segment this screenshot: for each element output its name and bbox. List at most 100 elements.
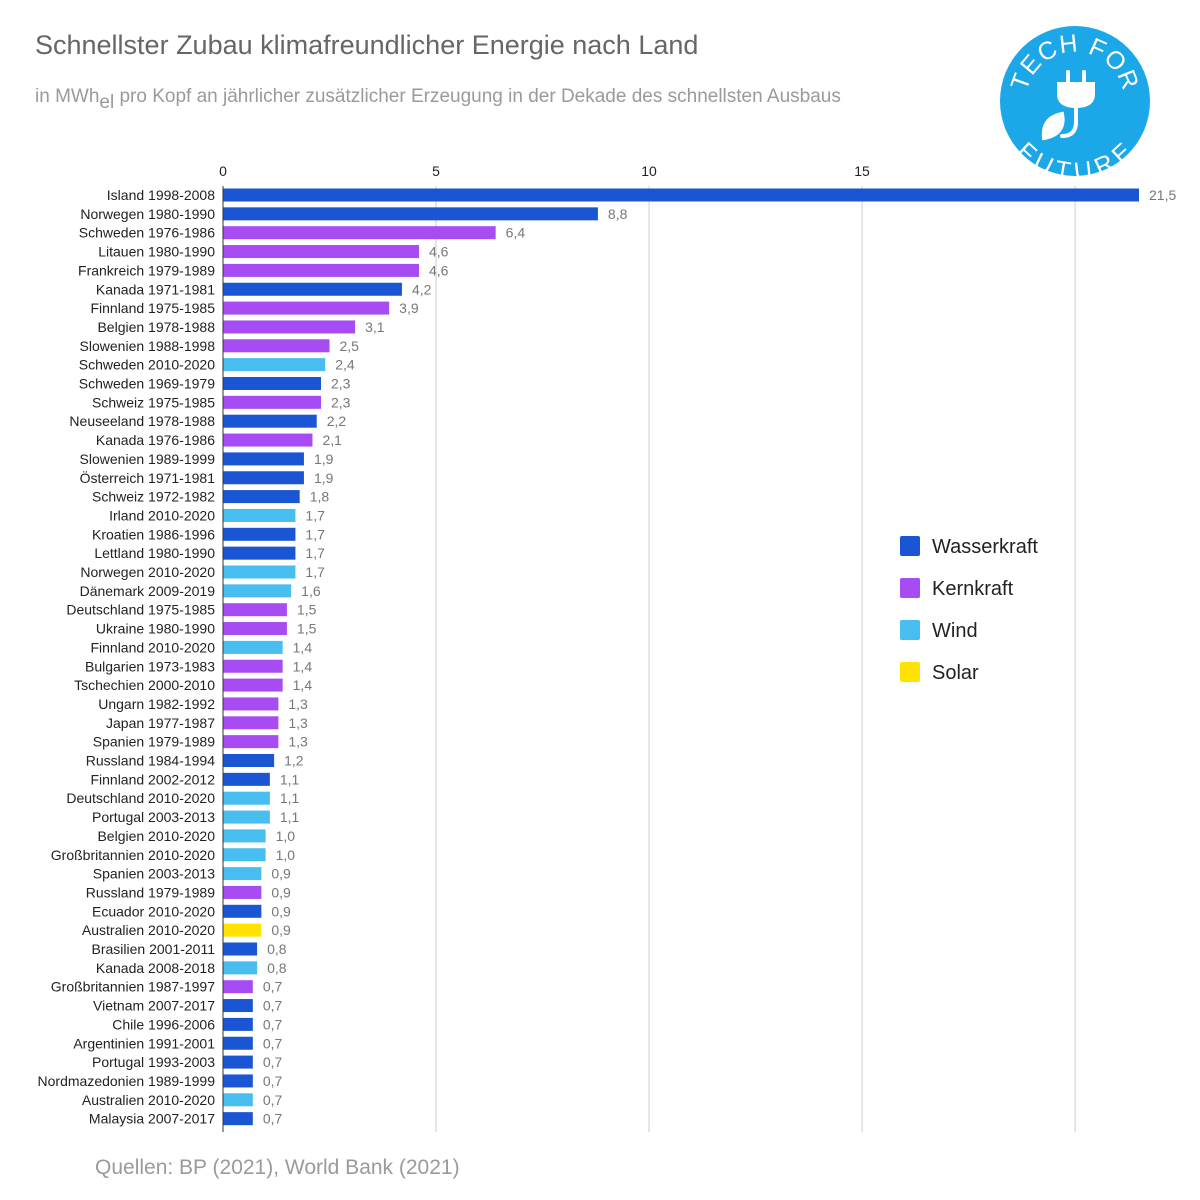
category-label: Deutschland 2010-2020 <box>66 790 215 806</box>
category-label: Dänemark 2009-2019 <box>80 583 216 599</box>
value-label: 0,8 <box>267 941 287 957</box>
bar <box>223 188 1139 202</box>
bar <box>223 226 496 240</box>
bar <box>223 1112 253 1126</box>
value-label: 1,1 <box>280 809 300 825</box>
category-label: Slowenien 1989-1999 <box>80 451 216 467</box>
bar <box>223 471 304 485</box>
value-label: 0,7 <box>263 1035 283 1051</box>
bar <box>223 1055 253 1069</box>
bar <box>223 527 296 541</box>
bar <box>223 923 262 937</box>
bar <box>223 414 317 428</box>
value-label: 1,0 <box>276 828 296 844</box>
legend-swatch <box>900 662 920 682</box>
legend-label: Wind <box>932 620 978 642</box>
category-label: Belgien 1978-1988 <box>97 319 215 335</box>
x-tick-label: 0 <box>219 163 227 179</box>
value-label: 1,1 <box>280 771 300 787</box>
value-label: 1,3 <box>288 734 308 750</box>
category-label: Australien 2010-2020 <box>82 1092 215 1108</box>
category-label: Schweden 1976-1986 <box>79 225 215 241</box>
category-label: Österreich 1971-1981 <box>80 469 216 486</box>
category-label: Portugal 1993-2003 <box>92 1054 215 1070</box>
category-label: Finnland 2002-2012 <box>90 771 215 787</box>
value-label: 0,9 <box>271 866 291 882</box>
value-label: 1,7 <box>305 526 325 542</box>
value-label: 1,5 <box>297 621 317 637</box>
tech-for-future-logo: TECH FOR FUTURE <box>1000 26 1150 176</box>
category-label: Argentinien 1991-2001 <box>73 1035 215 1051</box>
bar <box>223 640 283 654</box>
value-label: 1,9 <box>314 470 334 486</box>
value-label: 0,8 <box>267 960 287 976</box>
bar <box>223 810 270 824</box>
category-label: Kroatien 1986-1996 <box>92 526 215 542</box>
bar <box>223 678 283 692</box>
value-label: 0,7 <box>263 1054 283 1070</box>
category-label: Norwegen 2010-2020 <box>80 564 215 580</box>
value-label: 1,6 <box>301 583 321 599</box>
category-label: Nordmazedonien 1989-1999 <box>38 1073 216 1089</box>
value-label: 0,7 <box>263 1111 283 1127</box>
bar <box>223 301 390 315</box>
bar <box>223 1036 253 1050</box>
category-label: Ungarn 1982-1992 <box>98 696 215 712</box>
category-label: Litauen 1980-1990 <box>98 244 215 260</box>
bar <box>223 697 279 711</box>
value-label: 1,3 <box>288 715 308 731</box>
legend-swatch <box>900 536 920 556</box>
value-label: 1,7 <box>305 507 325 523</box>
x-tick-label: 5 <box>432 163 440 179</box>
bar <box>223 377 321 390</box>
category-label: Belgien 2010-2020 <box>97 828 215 844</box>
category-label: Portugal 2003-2013 <box>92 809 215 825</box>
category-label: Ukraine 1980-1990 <box>96 621 215 637</box>
bar <box>223 395 321 409</box>
bar <box>223 980 253 994</box>
value-label: 4,6 <box>429 262 449 278</box>
category-label: Island 1998-2008 <box>107 187 215 203</box>
category-label: Irland 2010-2020 <box>109 507 215 523</box>
value-label: 1,7 <box>305 564 325 580</box>
category-label: Schweiz 1972-1982 <box>92 489 215 505</box>
category-label: Bulgarien 1973-1983 <box>85 658 215 674</box>
legend-label: Wasserkraft <box>932 536 1038 558</box>
bar <box>223 1017 253 1031</box>
value-label: 1,0 <box>276 847 296 863</box>
subtitle-prefix: in MWh <box>35 86 100 107</box>
bar <box>223 885 262 899</box>
value-label: 0,7 <box>263 979 283 995</box>
bar <box>223 263 419 277</box>
value-label: 21,5 <box>1149 187 1176 203</box>
bar <box>223 772 270 786</box>
bar <box>223 622 287 636</box>
value-label: 2,2 <box>327 413 347 429</box>
x-tick-label: 10 <box>641 163 657 179</box>
bar-chart: 0 5 10 15 Island 1998-2008 21,5 Norwegen 1980-… <box>38 163 1176 1132</box>
value-label: 1,4 <box>293 639 313 655</box>
bar <box>223 867 262 881</box>
category-label: Finnland 1975-1985 <box>90 300 215 316</box>
value-label: 0,7 <box>263 1016 283 1032</box>
category-label: Großbritannien 2010-2020 <box>51 847 215 863</box>
value-label: 8,8 <box>608 206 628 222</box>
value-label: 1,4 <box>293 677 313 693</box>
value-label: 1,7 <box>305 545 325 561</box>
subtitle-suffix: pro Kopf an jährlicher zusätzlicher Erze… <box>114 86 841 107</box>
bar <box>223 320 356 334</box>
bar <box>223 508 296 522</box>
value-label: 1,5 <box>297 602 317 618</box>
value-label: 1,1 <box>280 790 300 806</box>
value-label: 2,1 <box>322 432 342 448</box>
value-label: 1,2 <box>284 753 304 769</box>
category-label: Schweden 1969-1979 <box>79 376 215 392</box>
category-label: Großbritannien 1987-1997 <box>51 979 215 995</box>
x-tick-label: 15 <box>854 163 870 179</box>
bar <box>223 565 296 579</box>
value-label: 1,8 <box>310 489 330 505</box>
bar <box>223 829 266 843</box>
value-label: 0,9 <box>271 922 291 938</box>
bar <box>223 546 296 560</box>
bar <box>223 754 275 767</box>
